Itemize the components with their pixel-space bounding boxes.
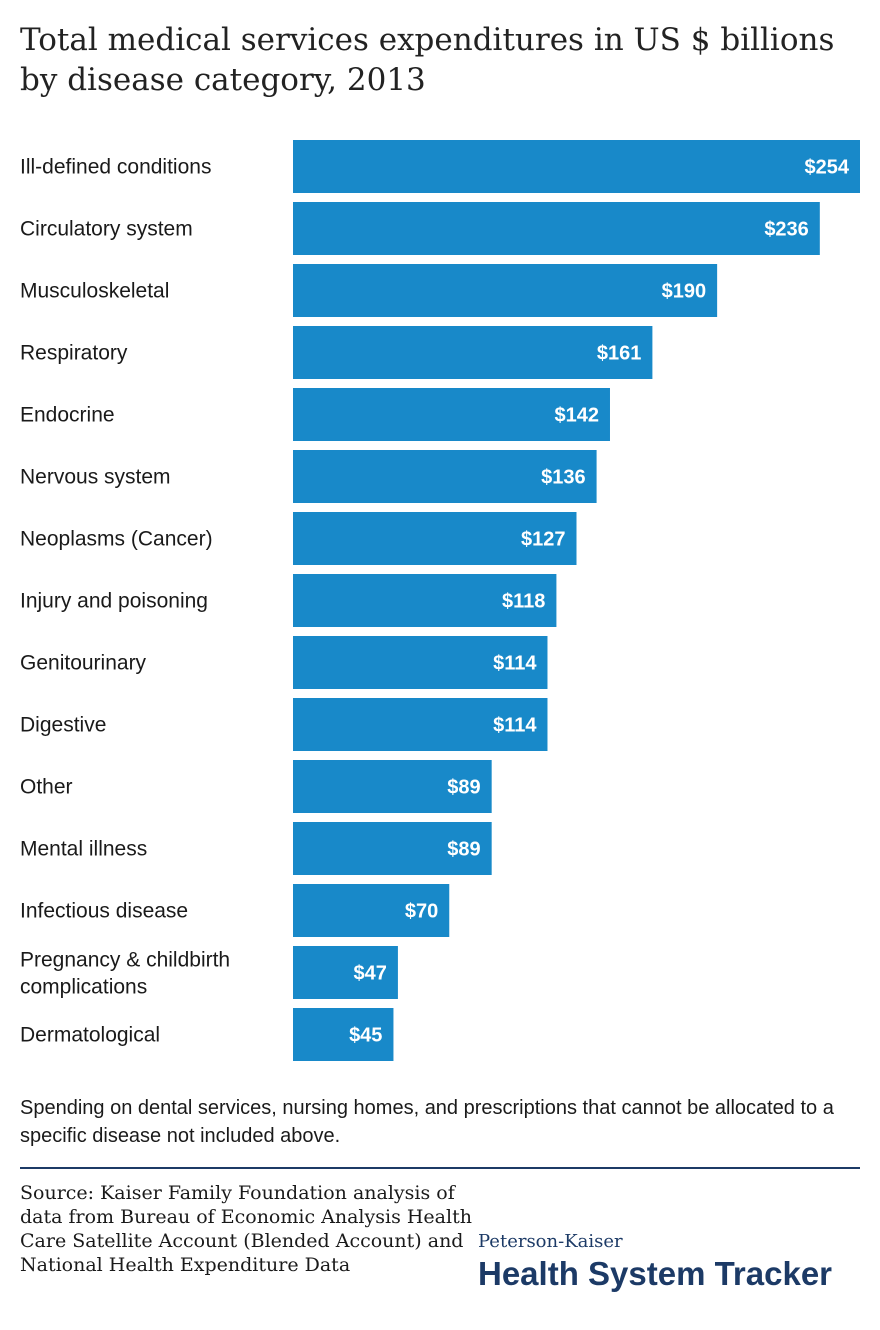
bar	[293, 760, 492, 813]
bar-value-label: $70	[405, 901, 438, 923]
bar-value-label: $47	[354, 963, 387, 985]
category-label: Mental illness	[20, 838, 147, 861]
bar-value-label: $45	[349, 1025, 382, 1047]
bar	[293, 884, 450, 937]
bar	[293, 202, 820, 255]
bar-value-label: $161	[597, 343, 642, 365]
brand-main-text: Health System Tracker	[478, 1255, 833, 1292]
footnote: Spending on dental services, nursing hom…	[20, 1097, 834, 1147]
category-label: Ill-defined conditions	[20, 156, 211, 179]
brand-logo: Peterson-Kaiser Health System Tracker	[478, 1230, 860, 1294]
bar-value-label: $114	[493, 715, 537, 737]
bar	[293, 512, 577, 565]
bar-value-label: $254	[805, 157, 850, 179]
divider	[20, 1167, 860, 1169]
bar-value-label: $142	[554, 405, 599, 427]
bar	[293, 326, 653, 379]
category-label: Nervous system	[20, 466, 171, 489]
category-label: Neoplasms (Cancer)	[20, 528, 213, 551]
bar	[293, 636, 548, 689]
category-label: Dermatological	[20, 1024, 160, 1047]
category-label: Injury and poisoning	[20, 590, 208, 613]
bar	[293, 264, 718, 317]
category-label: Endocrine	[20, 404, 115, 427]
category-label: Genitourinary	[20, 652, 147, 675]
bar-value-label: $89	[447, 777, 480, 799]
bar	[293, 388, 610, 441]
bar-chart: $254 Ill-defined conditions $236 Circulator…	[20, 140, 860, 1061]
chart-title: Total medical services expenditures in U…	[20, 22, 835, 98]
bar-value-label: $118	[502, 591, 545, 613]
category-label: Other	[20, 776, 73, 799]
bar-value-label: $136	[541, 467, 586, 489]
category-label: Circulatory system	[20, 218, 193, 241]
bar	[293, 450, 597, 503]
bar	[293, 574, 557, 627]
category-label: Pregnancy & childbirth complications	[20, 949, 230, 999]
category-label: Respiratory	[20, 342, 128, 365]
bar-value-label: $89	[447, 839, 480, 861]
bar	[293, 698, 548, 751]
bar	[293, 140, 860, 193]
bar-value-label: $190	[662, 281, 707, 303]
bar-value-label: $114	[493, 653, 537, 675]
bar	[293, 1008, 394, 1061]
category-label: Digestive	[20, 714, 106, 737]
bar-value-label: $127	[521, 529, 566, 551]
brand-top-text: Peterson-Kaiser	[478, 1231, 623, 1252]
bar-value-label: $236	[764, 219, 809, 241]
category-label: Infectious disease	[20, 900, 188, 923]
bar	[293, 946, 398, 999]
category-label: Musculoskeletal	[20, 280, 169, 303]
source-note: Source: Kaiser Family Foundation analysi…	[20, 1182, 472, 1276]
bar	[293, 822, 492, 875]
